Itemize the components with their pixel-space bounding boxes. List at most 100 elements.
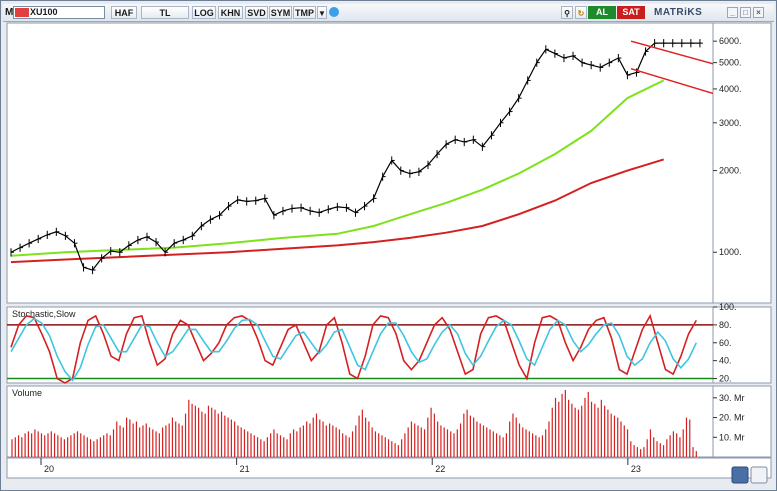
y-tick-label: 60. xyxy=(719,338,732,348)
stochastic-title: Stochastic,Slow xyxy=(12,309,76,319)
price-segment xyxy=(246,200,256,202)
price-segment xyxy=(572,55,583,64)
price-segment xyxy=(110,250,120,253)
price-segment xyxy=(173,239,184,244)
price-segment xyxy=(581,62,592,66)
pin-icon[interactable]: ⚲ xyxy=(561,6,573,19)
channel-upper-line xyxy=(630,40,714,65)
price-segment xyxy=(37,234,48,240)
volume-pane-bg xyxy=(6,385,714,458)
y-tick-label: 3000. xyxy=(719,118,742,128)
khn-button[interactable]: KHN xyxy=(218,6,243,19)
y-tick-label: 20. Mr xyxy=(719,413,745,423)
price-segment xyxy=(635,51,647,73)
ma-fast-line xyxy=(10,79,665,257)
twitter-icon[interactable] xyxy=(329,7,339,17)
price-segment xyxy=(364,197,374,207)
price-segment xyxy=(617,57,628,76)
y-tick-label: 1000. xyxy=(719,247,742,257)
y-tick-label: 100. xyxy=(719,302,737,312)
x-tick-label: 22 xyxy=(435,464,445,474)
price-segment xyxy=(554,53,565,59)
price-segment xyxy=(518,80,529,99)
price-segment xyxy=(346,207,356,214)
y-tick-label: 30. Mr xyxy=(719,393,745,403)
price-segment xyxy=(219,205,229,216)
price-segment xyxy=(436,143,447,155)
symbol-text: XU100 xyxy=(30,7,58,17)
buy-button[interactable]: AL xyxy=(588,6,616,19)
log-button[interactable]: LOG xyxy=(192,6,216,19)
price-segment xyxy=(47,231,57,236)
price-segment xyxy=(445,139,456,145)
minimize-icon[interactable]: _ xyxy=(727,7,738,18)
price-segment xyxy=(490,122,501,136)
volume-pane-bg-axis xyxy=(712,385,772,458)
clear-icon[interactable] xyxy=(15,8,29,17)
dropdown-icon[interactable]: ▼ xyxy=(317,6,327,19)
symbol-prefix: M xyxy=(5,7,14,18)
maximize-icon[interactable]: □ xyxy=(740,7,751,18)
price-segment xyxy=(355,205,365,214)
price-segment xyxy=(391,160,402,171)
price-pane-bg xyxy=(6,22,714,304)
symbol-input[interactable]: XU100 xyxy=(13,6,105,19)
y-tick-label: 2000. xyxy=(719,166,742,176)
volume-pane: Volume 30. Mr 20. Mr 10. Mr xyxy=(11,388,745,457)
x-tick-label: 20 xyxy=(44,464,54,474)
price-segment xyxy=(591,64,601,69)
price-segment xyxy=(210,214,220,221)
price-segment xyxy=(427,153,438,166)
x-tick-label: 23 xyxy=(631,464,641,474)
price-segment xyxy=(472,139,483,148)
sell-button[interactable]: SAT xyxy=(617,6,645,19)
haf-button[interactable]: HAF xyxy=(111,6,137,19)
price-segment xyxy=(382,160,393,177)
price-segment xyxy=(182,235,193,241)
price-segment xyxy=(191,225,202,237)
price-segment xyxy=(155,241,166,253)
close-icon[interactable]: × xyxy=(753,7,764,18)
price-segment xyxy=(282,207,293,212)
x-tick-label: 21 xyxy=(240,464,250,474)
svd-button[interactable]: SVD xyxy=(245,6,268,19)
price-segment xyxy=(464,139,474,143)
refresh-icon[interactable]: ↻ xyxy=(575,6,587,19)
x-axis: 20 21 22 23 xyxy=(40,458,641,474)
price-segment xyxy=(83,266,93,271)
sym-button[interactable]: SYM xyxy=(269,6,292,19)
price-segment xyxy=(201,219,211,227)
price-segment xyxy=(500,111,511,124)
scroll-icon[interactable] xyxy=(750,466,768,484)
y-tick-label: 10. Mr xyxy=(719,432,745,442)
price-segment xyxy=(228,199,238,207)
price-segment xyxy=(409,171,420,175)
price-segment xyxy=(101,250,112,259)
price-segment xyxy=(146,236,157,243)
price-segment xyxy=(509,97,520,112)
price-segment xyxy=(645,42,656,52)
price-segment xyxy=(92,257,103,271)
price-segment xyxy=(563,55,574,59)
volume-title: Volume xyxy=(12,388,42,398)
price-segment xyxy=(128,239,139,246)
price-segment xyxy=(28,238,39,244)
y-tick-label: 4000. xyxy=(719,84,742,94)
y-tick-label: 80. xyxy=(719,320,732,330)
price-segment xyxy=(319,208,329,214)
stochastic-pane-bg-axis xyxy=(712,306,772,384)
price-segment xyxy=(273,210,284,216)
brand-logo: MATRiKS xyxy=(654,7,703,18)
price-segment xyxy=(291,207,302,210)
y-tick-label: 20. xyxy=(719,374,732,384)
price-segment xyxy=(310,210,320,214)
settings-icon[interactable] xyxy=(731,466,749,484)
price-segment xyxy=(527,62,538,81)
price-segment xyxy=(481,134,492,148)
price-segment xyxy=(418,164,429,173)
tmp-button[interactable]: TMP xyxy=(293,6,316,19)
stochastic-k-line xyxy=(10,313,697,384)
price-segment xyxy=(455,139,465,143)
tl-button[interactable]: TL xyxy=(141,6,189,19)
